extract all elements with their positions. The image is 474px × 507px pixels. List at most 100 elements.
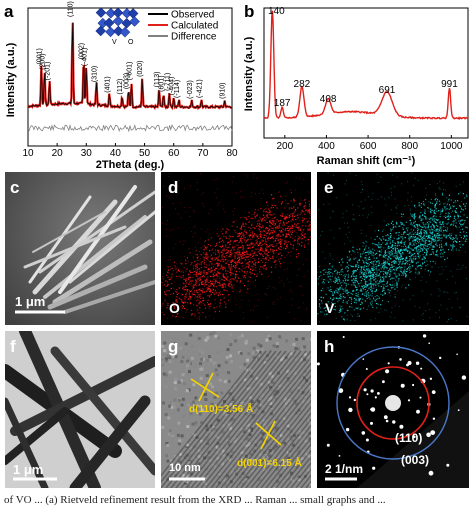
eds-dot: [235, 241, 237, 243]
eds-noise-dot: [426, 194, 428, 196]
eds-dot: [204, 240, 206, 242]
eds-dot: [460, 224, 462, 226]
eds-dot: [225, 303, 227, 305]
eds-dot: [463, 237, 465, 240]
eds-noise-dot: [188, 248, 190, 250]
eds-dot: [382, 288, 384, 290]
eds-dot: [405, 274, 407, 276]
eds-noise-dot: [176, 266, 178, 268]
eds-dot: [331, 301, 333, 303]
eds-dot: [430, 210, 432, 212]
eds-noise-dot: [232, 268, 233, 270]
eds-dot: [180, 298, 182, 300]
eds-dot: [395, 226, 397, 228]
eds-dot: [369, 283, 371, 285]
panel-h-saed-pattern: (110) (003) 2 1/nm: [317, 331, 469, 488]
eds-dot: [214, 272, 216, 274]
eds-dot: [243, 239, 245, 241]
noise-speck: [180, 360, 184, 364]
eds-dot: [238, 268, 240, 270]
eds-dot: [395, 252, 397, 254]
eds-dot: [176, 296, 178, 298]
eds-dot: [214, 275, 216, 277]
eds-noise-dot: [465, 278, 467, 280]
eds-dot: [270, 222, 272, 224]
eds-noise-dot: [167, 220, 168, 221]
eds-noise-dot: [287, 252, 289, 253]
eds-dot: [221, 259, 223, 261]
eds-dot: [214, 269, 216, 271]
eds-dot: [393, 262, 395, 264]
eds-dot: [195, 284, 198, 287]
eds-dot: [164, 293, 166, 295]
eds-noise-dot: [356, 285, 358, 287]
eds-noise-dot: [353, 219, 355, 221]
eds-dot: [362, 307, 365, 309]
eds-dot: [376, 252, 378, 254]
eds-dot: [245, 263, 247, 265]
eds-dot: [402, 274, 404, 276]
eds-noise-dot: [347, 236, 349, 238]
octahedron-shape: [121, 17, 133, 29]
eds-noise-dot: [367, 196, 369, 198]
eds-noise-dot: [279, 191, 281, 193]
eds-dot: [426, 235, 428, 237]
noise-speck: [234, 403, 238, 407]
eds-dot: [216, 233, 218, 235]
eds-dot: [420, 267, 422, 270]
eds-dot: [293, 201, 295, 203]
eds-noise-dot: [208, 307, 210, 309]
eds-noise-dot: [390, 311, 392, 313]
eds-noise-dot: [289, 282, 291, 283]
eds-dot: [390, 235, 392, 237]
eds-dot: [241, 225, 243, 227]
eds-dot: [369, 275, 371, 277]
central-beam: [385, 395, 401, 411]
eds-noise-dot: [454, 292, 456, 294]
eds-noise-dot: [435, 261, 437, 263]
lattice-fringe: [185, 350, 297, 488]
eds-dot: [267, 259, 270, 261]
eds-noise-dot: [220, 259, 222, 261]
eds-dot: [410, 262, 412, 264]
eds-dot: [435, 229, 437, 231]
eds-dot: [365, 272, 368, 275]
eds-dot: [371, 295, 373, 297]
eds-dot: [392, 287, 394, 289]
eds-dot: [450, 237, 452, 240]
noise-speck: [252, 351, 256, 355]
eds-dot: [455, 222, 457, 224]
eds-dot: [278, 248, 280, 250]
eds-noise-dot: [446, 279, 448, 281]
eds-dot: [261, 220, 263, 222]
eds-dot: [360, 272, 363, 274]
eds-dot: [207, 268, 210, 270]
eds-dot: [240, 233, 242, 235]
eds-dot: [428, 235, 430, 237]
eds-dot: [196, 266, 198, 268]
eds-dot: [219, 302, 221, 304]
eds-noise-dot: [279, 296, 281, 298]
eds-dot: [369, 252, 371, 254]
eds-dot: [370, 282, 372, 285]
eds-dot: [238, 233, 240, 235]
noise-speck: [269, 402, 273, 406]
eds-dot: [217, 250, 219, 252]
eds-noise-dot: [200, 228, 202, 230]
eds-dot: [279, 238, 281, 240]
eds-dot: [206, 254, 208, 256]
eds-dot: [300, 233, 302, 235]
eds-dot: [265, 235, 267, 237]
eds-noise-dot: [446, 308, 448, 310]
eds-dot: [239, 281, 241, 283]
eds-dot: [191, 262, 193, 264]
noise-speck: [178, 460, 182, 464]
eds-noise-dot: [461, 267, 463, 269]
eds-dot: [325, 293, 327, 296]
eds-dot: [284, 229, 286, 231]
eds-dot: [418, 272, 420, 274]
eds-dot: [382, 283, 384, 286]
eds-dot: [175, 299, 177, 301]
eds-dot: [302, 219, 304, 222]
eds-dot: [206, 277, 208, 279]
